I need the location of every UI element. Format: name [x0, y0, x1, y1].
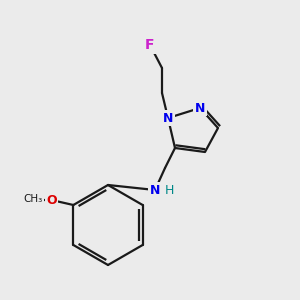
Text: N: N [195, 101, 205, 115]
Text: N: N [150, 184, 160, 196]
Text: F: F [145, 38, 155, 52]
Text: H: H [164, 184, 174, 196]
Text: N: N [163, 112, 173, 124]
Text: CH₃: CH₃ [24, 194, 43, 204]
Text: O: O [46, 194, 57, 206]
